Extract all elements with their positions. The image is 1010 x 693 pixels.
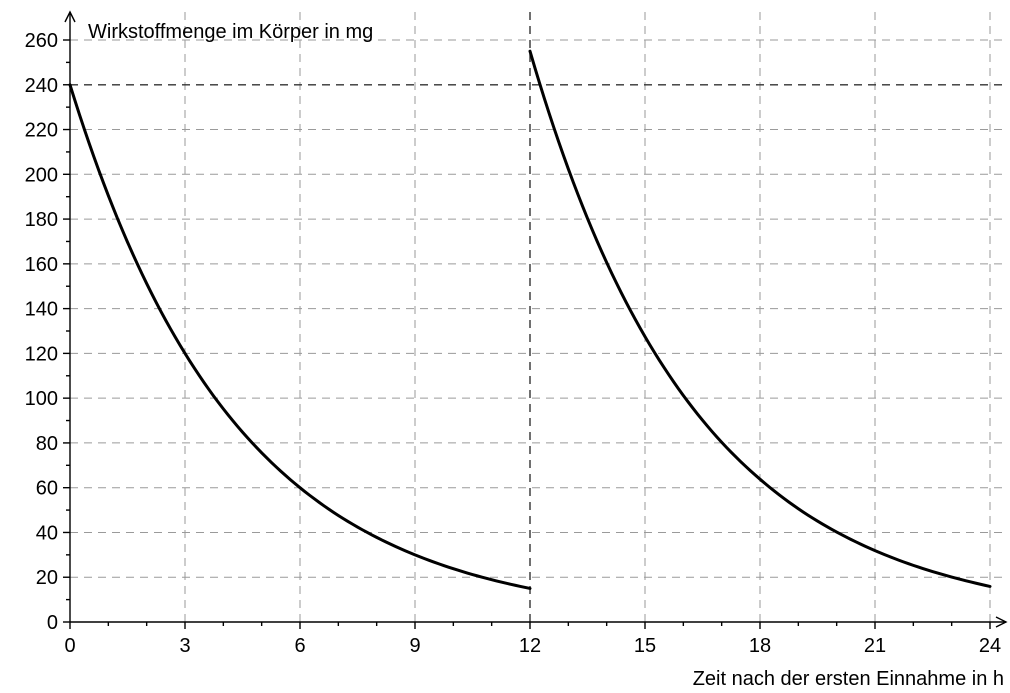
x-tick-label: 6 [294,635,305,657]
series-layer [68,49,992,590]
y-tick-label: 60 [36,478,58,500]
x-axis-title: Zeit nach der ersten Einnahme in h [693,668,1004,690]
y-tick-label: 200 [25,164,58,186]
x-axis-arrow [995,616,1008,628]
axes [63,10,1008,629]
y-tick-label: 20 [36,567,58,589]
grid-layer [70,12,1008,622]
y-tick-label: 260 [25,30,58,52]
y-tick-label: 40 [36,522,58,544]
curve-segment [68,83,532,590]
y-tick-label: 160 [25,254,58,276]
x-tick-label: 0 [64,635,75,657]
y-axis-title: Wirkstoffmenge im Körper in mg [88,21,373,43]
y-tick-label: 240 [25,75,58,97]
x-tick-label: 15 [634,635,656,657]
x-tick-label: 21 [864,635,886,657]
y-tick-label: 80 [36,433,58,455]
y-tick-label: 140 [25,299,58,321]
y-tick-label: 120 [25,343,58,365]
x-tick-label: 18 [749,635,771,657]
y-tick-label: 180 [25,209,58,231]
tick-labels: 0 3 6 9 12 15 18 21 2402040608010012014016018020… [25,30,1002,657]
curve-segment [528,49,992,588]
x-tick-label: 12 [519,635,541,657]
y-tick-label: 0 [47,612,58,634]
x-tick-label: 9 [409,635,420,657]
reference-lines [70,12,1008,622]
x-tick-label: 3 [179,635,190,657]
y-tick-label: 220 [25,120,58,142]
x-tick-label: 24 [979,635,1001,657]
y-tick-label: 100 [25,388,58,410]
y-axis-arrow [64,10,76,23]
